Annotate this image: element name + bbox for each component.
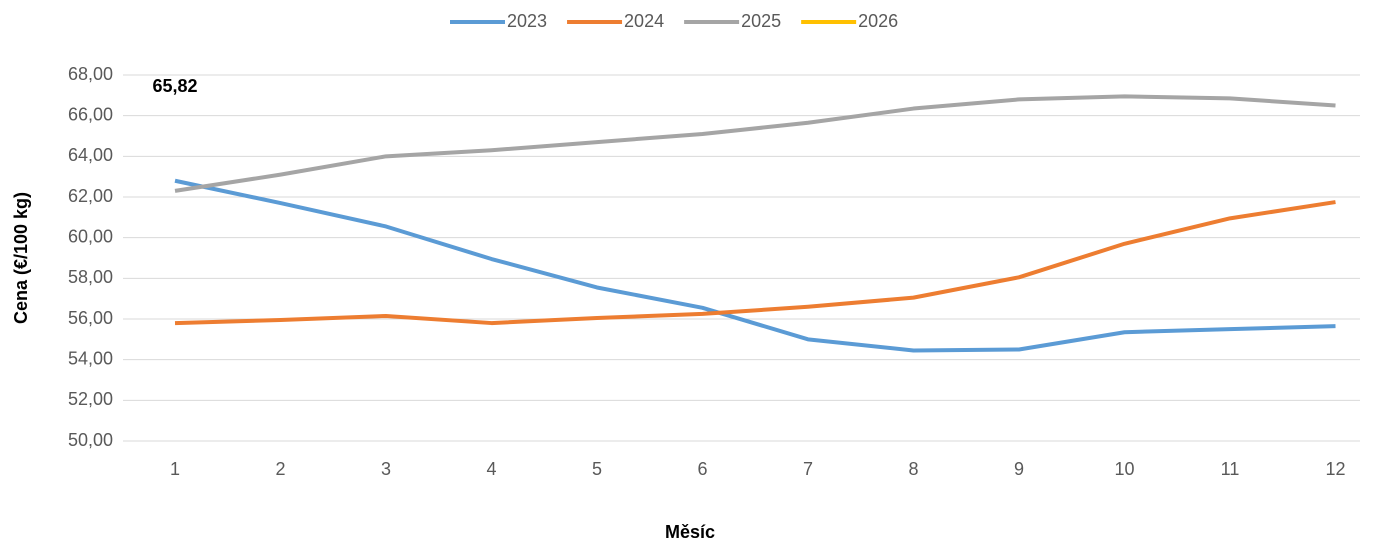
y-tick-label: 58,00	[68, 267, 113, 287]
x-axis-title: Měsíc	[665, 522, 715, 542]
x-tick-label: 1	[170, 459, 180, 479]
x-tick-label: 5	[592, 459, 602, 479]
x-tick-label: 8	[908, 459, 918, 479]
y-tick-label: 56,00	[68, 308, 113, 328]
y-tick-label: 60,00	[68, 226, 113, 246]
y-tick-label: 52,00	[68, 389, 113, 409]
y-tick-label: 68,00	[68, 64, 113, 84]
x-tick-label: 2	[275, 459, 285, 479]
y-tick-label: 54,00	[68, 348, 113, 368]
legend-label: 2024	[624, 11, 664, 31]
y-tick-label: 66,00	[68, 104, 113, 124]
x-tick-label: 6	[697, 459, 707, 479]
series-line	[174, 94, 1336, 193]
y-tick-label: 50,00	[68, 430, 113, 450]
x-tick-label: 11	[1221, 459, 1240, 479]
x-tick-label: 7	[803, 459, 813, 479]
y-tick-label: 64,00	[68, 145, 113, 165]
series-line	[174, 200, 1336, 326]
x-tick-label: 9	[1014, 459, 1024, 479]
x-tick-label: 10	[1114, 459, 1134, 479]
y-tick-label: 62,00	[68, 186, 113, 206]
legend-label: 2025	[741, 11, 781, 31]
y-axis-title: Cena (€/100 kg)	[11, 192, 31, 324]
x-tick-label: 4	[486, 459, 496, 479]
x-tick-label: 3	[381, 459, 391, 479]
legend-label: 2023	[507, 11, 547, 31]
legend-label: 2026	[858, 11, 898, 31]
x-tick-label: 12	[1325, 459, 1345, 479]
series-line	[174, 178, 1336, 353]
data-label: 65,82	[152, 76, 197, 96]
